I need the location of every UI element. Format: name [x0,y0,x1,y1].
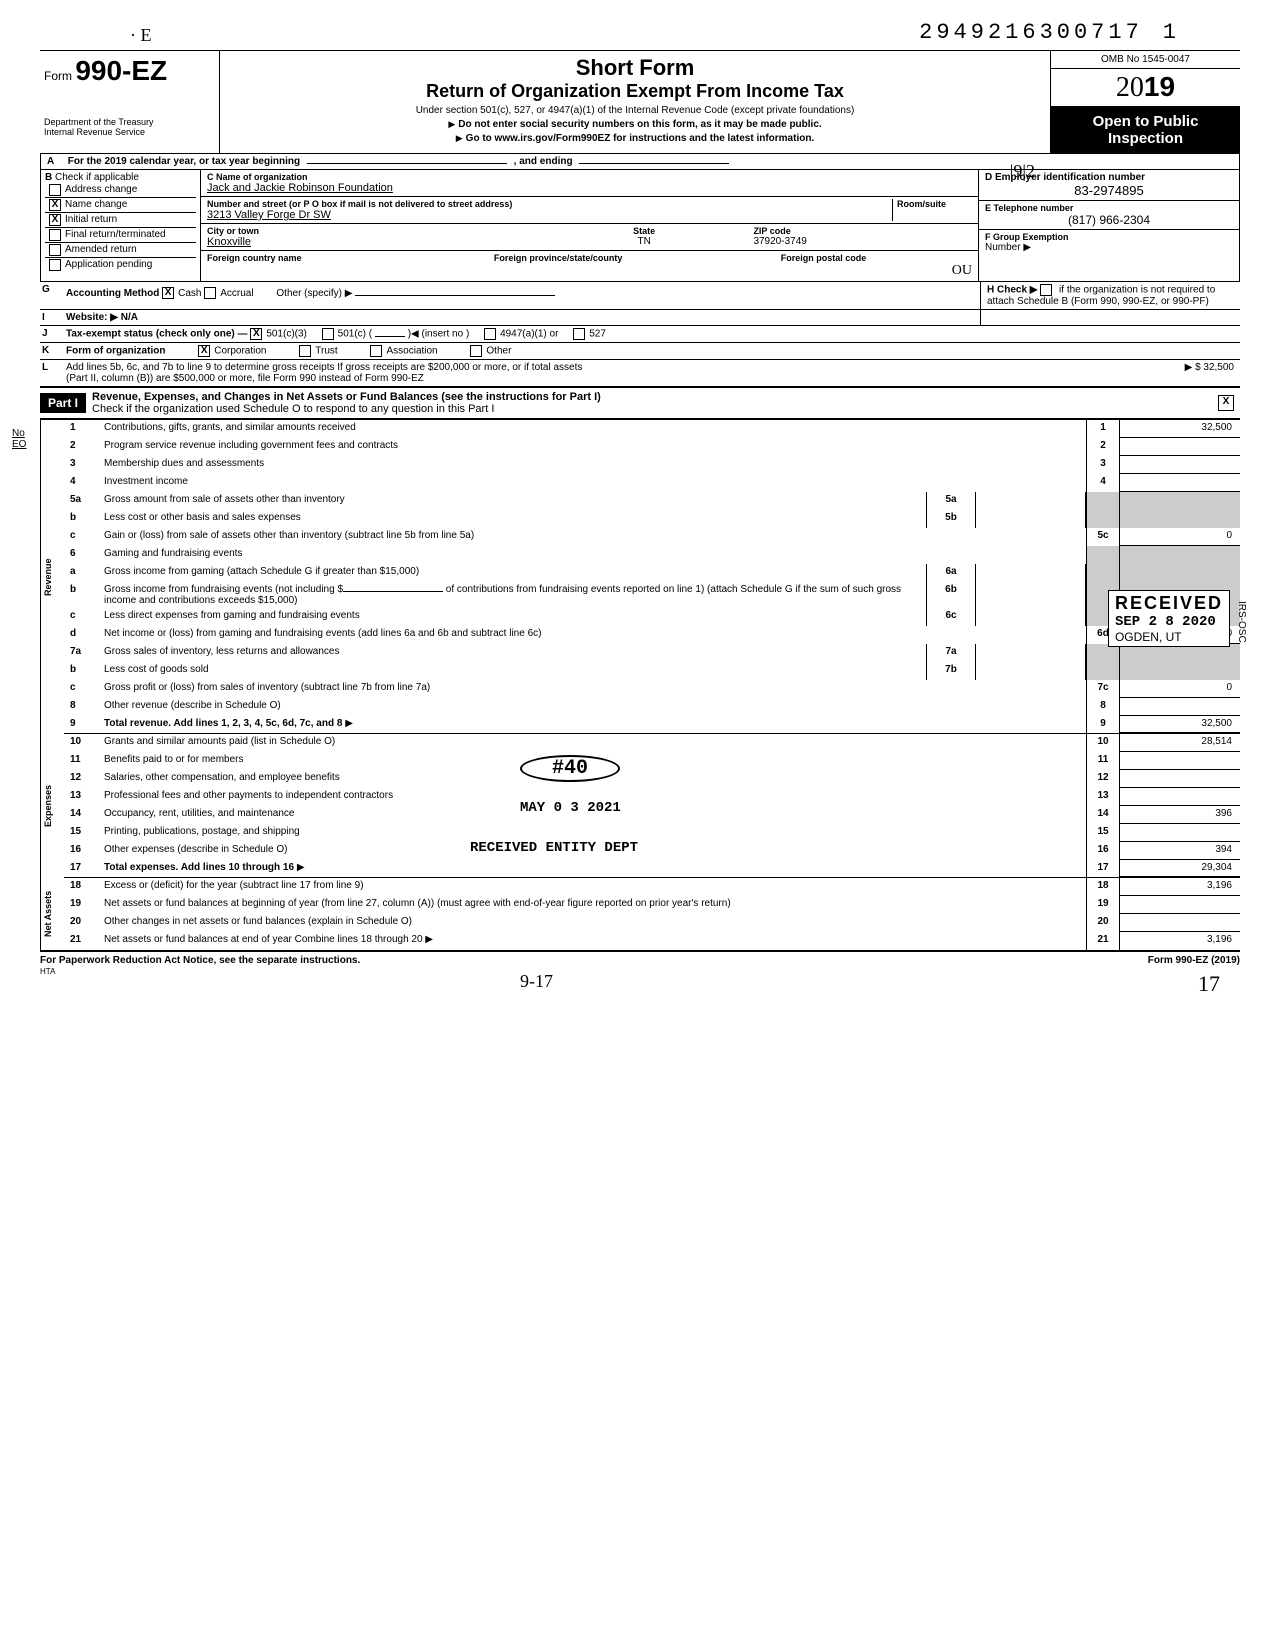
no-eo-marking: NoEO [12,428,26,450]
right-column: OMB No 1545-0047 2019 Open to PublicInsp… [1050,51,1240,153]
tax-exempt-status: Tax-exempt status (check only one) — X50… [62,326,1240,342]
org-name-row: C Name of organization Jack and Jackie R… [201,170,978,197]
form-id-column: Form 990-EZ Department of the TreasuryIn… [40,51,220,153]
address-row: Number and street (or P O box if mail is… [201,197,978,224]
footer: For Paperwork Reduction Act Notice, see … [40,952,1240,977]
handwritten-912: |9|2 [1010,161,1035,182]
row-a: A For the 2019 calendar year, or tax yea… [40,154,1240,170]
handwritten-bottom-1: 9-17 [520,971,553,992]
form-of-org: Form of organization XCorporation Trust … [62,343,1240,359]
col-b-checkboxes: B Check if applicable Address change XNa… [41,170,201,281]
dept-treasury: Department of the TreasuryInternal Reven… [44,117,215,137]
handwritten-bottom-2: 17 [1198,971,1220,997]
dln: 29492163007171 [919,20,1180,45]
stamp-received-entity: RECEIVED ENTITY DEPT [470,840,638,856]
accounting-method: Accounting Method XCash Accrual Other (s… [62,282,980,309]
title-column: Short Form Return of Organization Exempt… [220,51,1050,153]
part-1-header: Part I Revenue, Expenses, and Changes in… [40,387,1240,419]
received-stamp: RECEIVED SEP 2 8 2020 OGDEN, UT IRS-OSC [1108,590,1230,647]
expenses-side-label: Expenses [40,734,64,878]
tel-row: E Telephone number (817) 966-2304 [979,201,1239,230]
stamp-40: #40 [520,755,620,782]
netassets-side-label: Net Assets [40,878,64,950]
group-exemption-row: F Group Exemption Number ▶ [979,230,1239,255]
website-row: Website: ▶ N/A [62,310,980,325]
stamp-may03: MAY 0 3 2021 [520,800,621,816]
revenue-side-label: Revenue [40,420,64,734]
city-state-zip-row: City or townKnoxville StateTN ZIP code37… [201,224,978,251]
handwritten-top: · E [130,25,152,46]
h-check: H Check ▶ if the organization is not req… [980,282,1240,309]
row-l: Add lines 5b, 6c, and 7b to line 9 to de… [62,360,1090,386]
foreign-row: Foreign country name Foreign province/st… [201,251,978,281]
